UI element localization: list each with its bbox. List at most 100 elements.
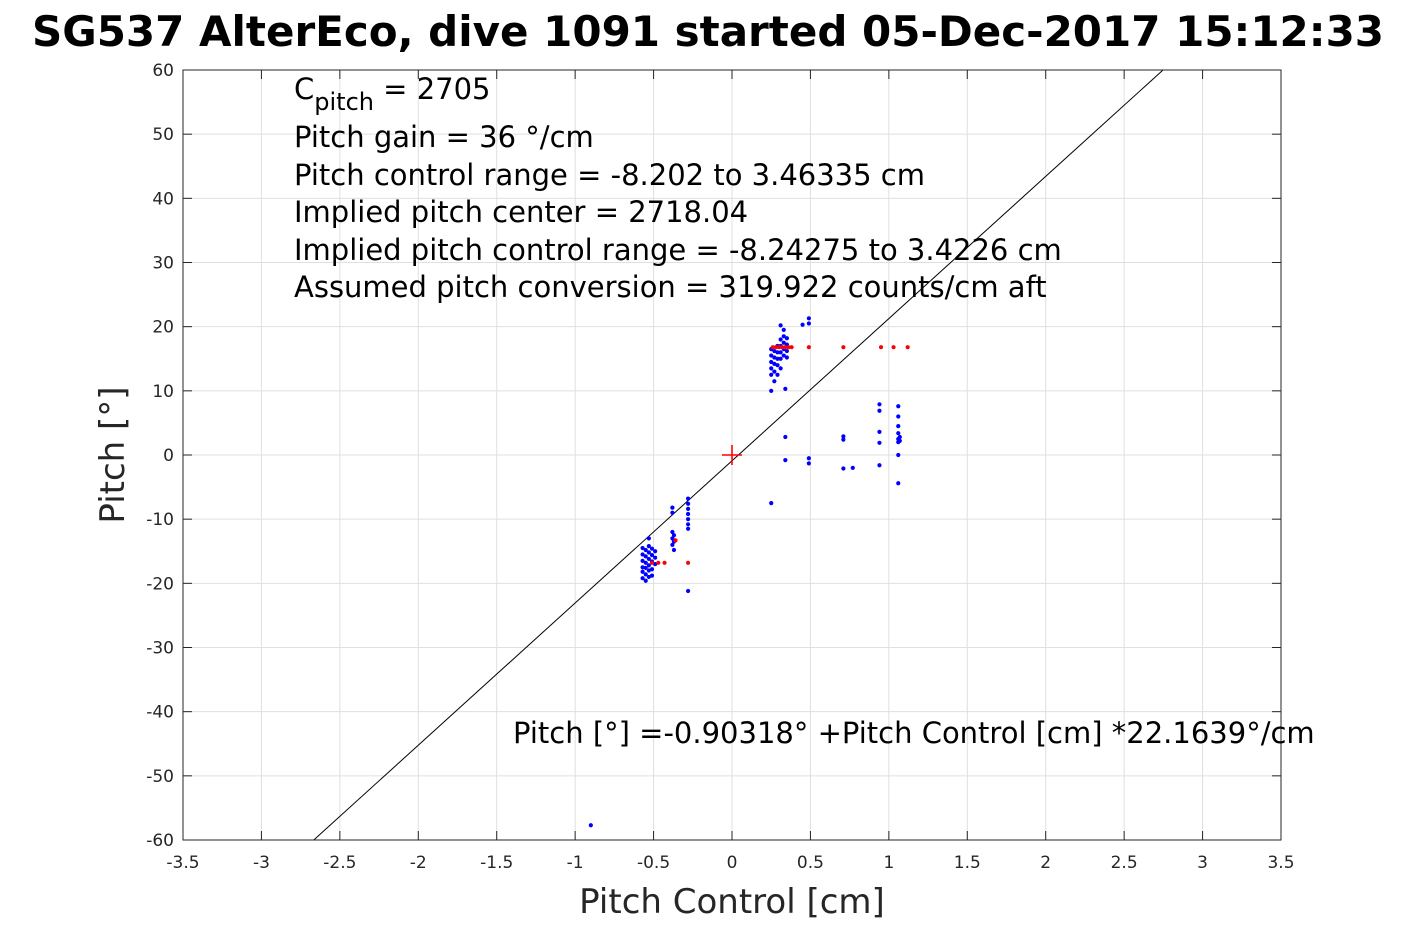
data-point [877, 463, 882, 468]
implied-range-annotation: Implied pitch control range = -8.24275 t… [294, 233, 1062, 267]
data-point [670, 536, 675, 541]
y-tick-label: 30 [152, 254, 174, 274]
data-point [673, 538, 678, 543]
data-point [769, 353, 774, 358]
data-point [685, 526, 691, 531]
y-tick-label: -30 [146, 639, 174, 659]
data-point [643, 547, 648, 553]
data-point [640, 576, 645, 581]
x-tick-label: -3 [253, 853, 270, 873]
data-point [783, 386, 788, 392]
data-point [640, 565, 645, 570]
y-tick-label: 10 [152, 382, 174, 402]
data-point [781, 327, 786, 332]
x-ticks: -3.5 -3 -2.5 -2 -1.5 -1 -0.5 0 0.5 1 1.5 2 2.5 3 3.5 [166, 70, 1295, 873]
data-point [772, 379, 777, 384]
x-axis-label: Pitch Control [cm] [579, 882, 885, 922]
data-point [670, 505, 675, 510]
data-point [769, 366, 774, 371]
data-point [769, 372, 774, 377]
data-points [588, 316, 910, 828]
data-point [778, 323, 783, 328]
data-point [778, 356, 783, 361]
data-point [653, 555, 658, 560]
data-point [649, 553, 655, 558]
center-marker-group [722, 445, 742, 465]
data-point [646, 574, 651, 580]
data-point [877, 429, 882, 434]
data-point [770, 345, 775, 350]
data-point [778, 366, 783, 371]
data-point [685, 522, 691, 527]
pitch-gain-annotation: Pitch gain = 36 °/cm [294, 120, 594, 154]
data-point [649, 567, 655, 572]
y-tick-label: -20 [146, 574, 174, 594]
data-point [877, 402, 882, 407]
data-point [780, 345, 785, 350]
data-point [671, 533, 677, 538]
data-point [806, 321, 811, 326]
y-tick-label: 40 [152, 189, 174, 209]
data-point [646, 536, 651, 541]
implied-center-annotation: Implied pitch center = 2718.04 [294, 195, 748, 229]
data-point [646, 550, 651, 555]
data-point [896, 431, 901, 436]
data-point [656, 560, 661, 565]
data-point [789, 345, 794, 350]
x-tick-label: -2 [410, 853, 427, 873]
data-point [670, 510, 675, 515]
data-point [643, 572, 648, 577]
data-point [781, 340, 786, 345]
data-point [685, 517, 691, 522]
data-point [896, 481, 901, 486]
data-point [685, 511, 691, 517]
data-point [775, 350, 780, 355]
data-point [685, 560, 691, 565]
data-point [772, 355, 777, 360]
y-tick-label: 20 [152, 318, 174, 338]
data-point [896, 424, 901, 429]
data-point [653, 549, 658, 554]
data-point [781, 353, 786, 358]
data-point [646, 556, 651, 562]
data-point [783, 345, 788, 350]
x-tick-label: 2 [1040, 853, 1051, 873]
data-point [643, 560, 648, 565]
y-tick-label: -40 [146, 703, 174, 723]
x-tick-label: -2.5 [323, 853, 356, 873]
data-point [649, 573, 655, 578]
x-tick-label: 0 [727, 853, 738, 873]
data-point [896, 414, 901, 419]
y-tick-label: -60 [146, 831, 174, 851]
data-point [850, 465, 855, 470]
x-tick-label: -0.5 [637, 853, 670, 873]
data-point [772, 348, 777, 354]
data-point [640, 569, 645, 574]
data-point [786, 345, 791, 350]
fit-equation-annotation: Pitch [°] =-0.90318° +Pitch Control [cm]… [513, 716, 1315, 750]
data-point [653, 561, 658, 567]
data-point [778, 337, 783, 342]
data-point [588, 823, 593, 828]
data-point [646, 563, 651, 568]
control-range-annotation: Pitch control range = -8.202 to 3.46335 … [294, 158, 925, 192]
data-point [769, 388, 774, 393]
data-point [769, 359, 774, 365]
x-tick-label: -1.5 [480, 853, 513, 873]
data-point [643, 578, 648, 583]
data-point [772, 361, 777, 366]
data-point [784, 355, 790, 360]
data-point [685, 501, 691, 506]
data-point [671, 547, 677, 553]
data-point [783, 458, 788, 463]
data-point [649, 546, 655, 551]
data-point [670, 542, 675, 547]
data-point [878, 345, 884, 350]
cpitch-prefix: C [294, 72, 314, 106]
y-tick-label: 0 [163, 446, 174, 466]
data-point [806, 461, 811, 466]
x-tick-label: 3.5 [1267, 853, 1294, 873]
data-point [649, 560, 655, 565]
data-point [773, 345, 779, 350]
y-tick-label: -50 [146, 767, 174, 787]
